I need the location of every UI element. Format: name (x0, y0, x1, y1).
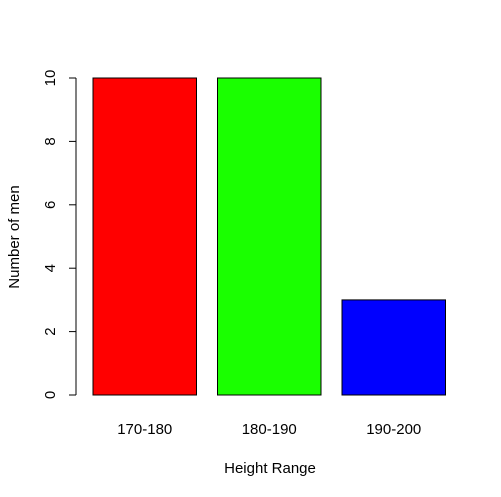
x-axis-label: Height Range (224, 460, 316, 477)
y-tick-label: 4 (42, 264, 59, 272)
x-tick-label: 180-190 (242, 421, 297, 438)
x-tick-labels: 170-180 180-190 190-200 (117, 421, 421, 438)
y-axis-label: Number of men (6, 185, 23, 288)
bars-group (92, 77, 446, 396)
x-tick-label: 190-200 (366, 421, 421, 438)
y-tick-label: 10 (42, 70, 59, 87)
y-tick-label: 2 (42, 327, 59, 335)
y-tick-label: 8 (42, 137, 59, 145)
x-tick-label: 170-180 (117, 421, 172, 438)
bar-190-200 (341, 299, 446, 396)
bar-180-190 (217, 77, 322, 396)
y-axis: 0 2 4 6 8 10 (42, 70, 77, 399)
y-tick-label: 6 (42, 201, 59, 209)
y-tick-label: 0 (42, 391, 59, 399)
bar-170-180 (92, 77, 197, 396)
